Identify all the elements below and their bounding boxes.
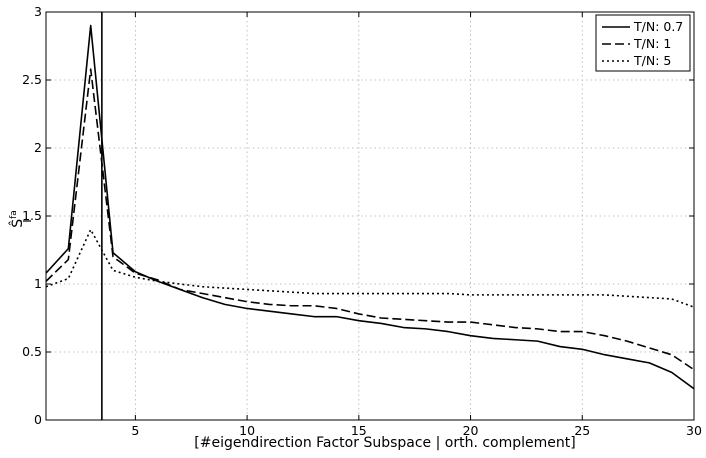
y-tick-label: 3: [34, 4, 42, 19]
y-tick-label: 2.5: [22, 72, 42, 87]
x-tick-label: 15: [351, 423, 367, 438]
y-axis-label-subscript: i: [19, 219, 35, 223]
y-axis-label: Ŝfa i: [8, 210, 35, 228]
legend-box: [595, 14, 691, 72]
legend-label-1: T/N: 0.7: [633, 19, 683, 34]
y-tick-label: 0.5: [22, 344, 42, 359]
x-tick-label: 5: [131, 423, 139, 438]
series-line-2: [45, 68, 695, 371]
y-tick-label: 2: [34, 140, 42, 155]
y-axis-label-superscript: fa: [9, 210, 19, 219]
y-axis-label-main: Ŝ: [8, 219, 26, 228]
x-tick-label: 10: [239, 423, 255, 438]
x-tick-label: 30: [686, 423, 702, 438]
svg-text:Ŝfa: Ŝfa: [8, 210, 26, 228]
x-tick-label: 20: [463, 423, 479, 438]
series-line-3: [45, 228, 695, 308]
legend: T/N: 0.7 T/N: 1 T/N: 5: [595, 14, 691, 72]
series-layer: [45, 24, 695, 390]
axis-ticks: [46, 11, 695, 421]
y-tick-label: 1: [34, 276, 42, 291]
grid-lines: [46, 12, 694, 420]
x-axis-label: [#eigendirection Factor Subspace | orth.…: [194, 435, 575, 451]
legend-label-3: T/N: 5: [633, 53, 671, 68]
series-line-1: [45, 24, 695, 390]
legend-label-2: T/N: 1: [633, 36, 671, 51]
y-tick-label: 0: [34, 412, 42, 427]
y-tick-label: 1.5: [22, 208, 42, 223]
tick-labels: 5 10 15 20 25 30 0 0.5 1 1.5 2 2.5 3: [22, 4, 702, 438]
x-tick-label: 25: [574, 423, 590, 438]
